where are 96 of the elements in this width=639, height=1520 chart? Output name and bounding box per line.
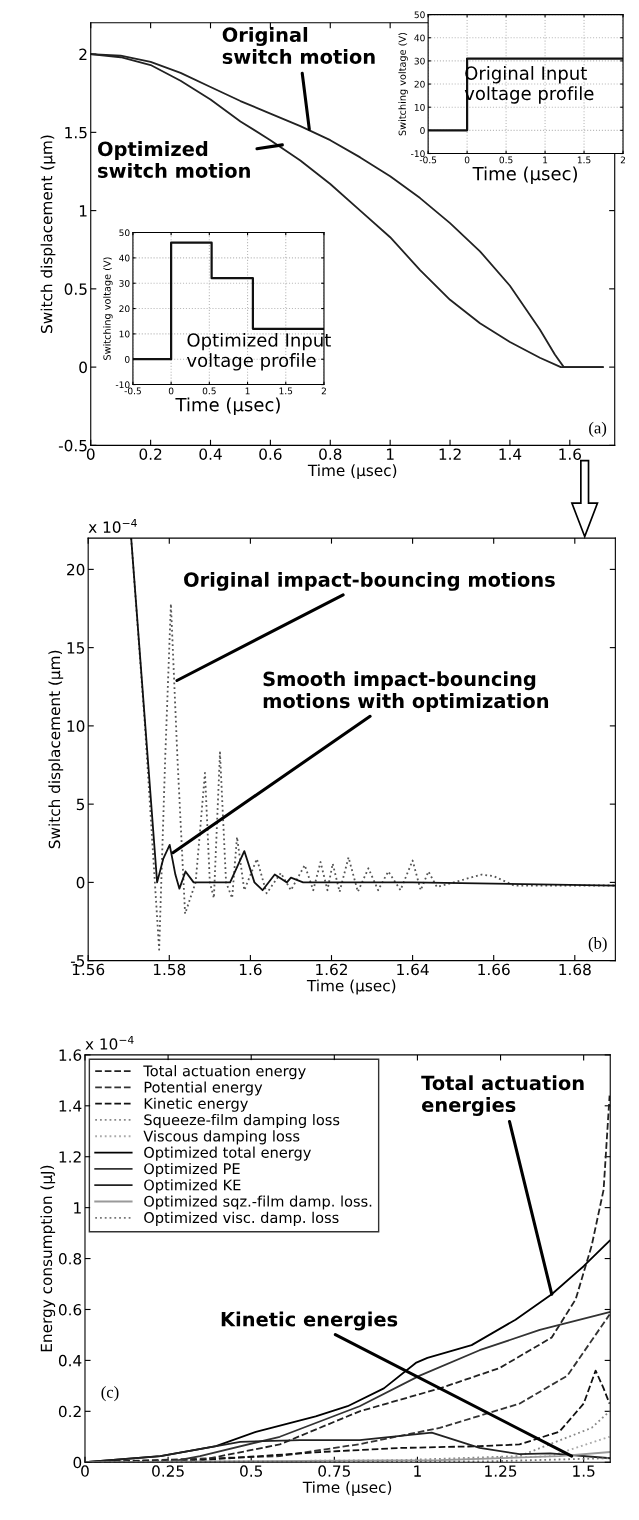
legend-label: Squeeze-film damping loss <box>144 1113 340 1129</box>
y-tick-label: 1 <box>79 205 87 217</box>
y-tick-label: 1.5 <box>65 127 87 139</box>
x-tick-label: 0 <box>168 387 174 395</box>
y-tick-label: 1.2 <box>59 1151 81 1163</box>
y-tick-label: 0.4 <box>58 1354 82 1367</box>
legend-label: Optimized visc. damp. loss <box>144 1211 339 1226</box>
x-tick-label: 1.5 <box>573 1465 595 1477</box>
y-tick-label: 0 <box>124 355 130 363</box>
y-tick-label: 20 <box>414 80 425 88</box>
y-tick-label: 0.8 <box>58 1253 82 1265</box>
x-tick-label: 1.2 <box>439 448 461 460</box>
x-tick-label: 2 <box>321 387 326 395</box>
y-tick-label: 1.6 <box>59 1049 82 1061</box>
y-tick-label: 10 <box>119 330 130 338</box>
x-tick-label: 1.68 <box>559 963 591 976</box>
y-tick-label: 15 <box>67 642 85 654</box>
x-tick-label: 0.6 <box>259 448 282 460</box>
y-axis-title: Switch displacement (μm) <box>48 650 64 849</box>
y-tick-label: 1 <box>74 1202 81 1214</box>
legend-label: Optimized PE <box>144 1162 240 1178</box>
y-tick-label: 10 <box>67 720 85 732</box>
legend-label: Viscous damping loss <box>143 1130 300 1145</box>
x-tick-label: 0.5 <box>499 156 513 164</box>
y-tick-label: 0.2 <box>58 1405 81 1418</box>
x-tick-label: 1 <box>245 387 250 395</box>
annotation: Original switch motion <box>222 27 375 64</box>
x-tick-label: 1.62 <box>316 963 347 976</box>
y-tick-label: 0 <box>76 876 85 889</box>
y-tick-label: 20 <box>119 305 130 313</box>
annotation: Original impact-bouncing motions <box>184 571 555 591</box>
x-tick-label: 0.5 <box>202 387 216 395</box>
annotation: Smooth impact-bouncing motions with optimization <box>263 671 549 712</box>
x-tick-label: 0.5 <box>240 1465 263 1477</box>
x-tick-label: 1.4 <box>499 448 522 460</box>
y-tick-label: -0.5 <box>58 439 87 452</box>
x-tick-label: 0.75 <box>318 1465 350 1477</box>
y-tick-label: 30 <box>119 279 130 287</box>
y-tick-label: 0 <box>73 1456 82 1469</box>
y-tick-label: 30 <box>414 57 425 65</box>
x-tick-label: -0.5 <box>124 387 141 395</box>
legend-label: Total actuation energy <box>143 1065 306 1080</box>
y-tick-label: 0.6 <box>58 1303 82 1316</box>
x-tick-label: 0.25 <box>152 1465 184 1477</box>
text: x 10$^{−4}$ <box>88 519 137 533</box>
x-tick-label: 1.66 <box>478 963 510 976</box>
x-tick-label: 1.64 <box>397 963 429 976</box>
annotation: (c) <box>101 1386 119 1402</box>
legend-label: Optimized sqz.-film damp. loss. <box>144 1195 372 1210</box>
x-tick-label: 1 <box>386 448 394 460</box>
x-axis-title: Time (μsec) <box>302 1481 392 1496</box>
y-tick-label: 0.5 <box>64 283 87 295</box>
x-tick-label: 0.8 <box>319 448 342 460</box>
legend-label: Optimized KE <box>144 1179 241 1194</box>
annotation: Kinetic energies <box>221 1311 398 1331</box>
annotation: Total actuation energies <box>421 1075 584 1116</box>
annotation: (a) <box>589 421 607 437</box>
y-tick-label: -10 <box>411 150 425 158</box>
x-tick-label: 0.2 <box>139 448 162 460</box>
x-axis-title: Time (μsec) <box>175 397 280 415</box>
x-tick-label: 1.58 <box>153 963 186 976</box>
x-axis-title: Time (μsec) <box>307 464 397 480</box>
y-tick-label: -10 <box>115 381 130 389</box>
x-axis-title: Time (μsec) <box>472 166 577 184</box>
legend-label: Optimized total energy <box>144 1146 311 1161</box>
y-tick-label: 5 <box>76 798 85 811</box>
text: x 10$^{−4}$ <box>85 1035 134 1050</box>
x-tick-label: -0.5 <box>419 156 437 164</box>
x-tick-label: 1.6 <box>559 448 581 460</box>
y-axis-title: Energy consumption (μJ) <box>40 1165 56 1352</box>
legend-label: Kinetic energy <box>144 1097 248 1112</box>
x-tick-label: 0.4 <box>199 448 222 460</box>
y-axis-title: Switch displacement (μm) <box>40 135 56 333</box>
y-tick-label: 1.4 <box>59 1100 82 1112</box>
x-tick-label: 1.5 <box>279 387 293 395</box>
x-tick-label: 1.5 <box>577 156 591 164</box>
annotation: (b) <box>588 937 607 953</box>
y-tick-label: 0 <box>420 127 425 134</box>
y-tick-label: 0 <box>79 361 87 374</box>
x-tick-label: 2 <box>620 156 625 164</box>
y-tick-label: 20 <box>67 563 85 576</box>
x-axis-title: Time (μsec) <box>306 979 396 995</box>
y-tick-label: 40 <box>119 254 130 262</box>
annotation: Optimized switch motion <box>97 141 250 178</box>
y-axis-title: Switching voltage (V) <box>103 257 113 360</box>
x-tick-label: 1.6 <box>239 963 262 976</box>
y-axis-title: Switching voltage (V) <box>398 32 408 136</box>
y-tick-label: 40 <box>414 34 425 42</box>
x-tick-label: 0 <box>464 156 470 164</box>
x-tick-label: 1.25 <box>485 1465 517 1477</box>
y-tick-label: 10 <box>414 103 425 111</box>
x-tick-label: 1 <box>543 156 548 164</box>
y-tick-label: 50 <box>414 11 425 19</box>
legend-label: Potential energy <box>144 1081 263 1096</box>
y-tick-label: 2 <box>79 48 87 60</box>
y-tick-label: 50 <box>119 229 130 237</box>
